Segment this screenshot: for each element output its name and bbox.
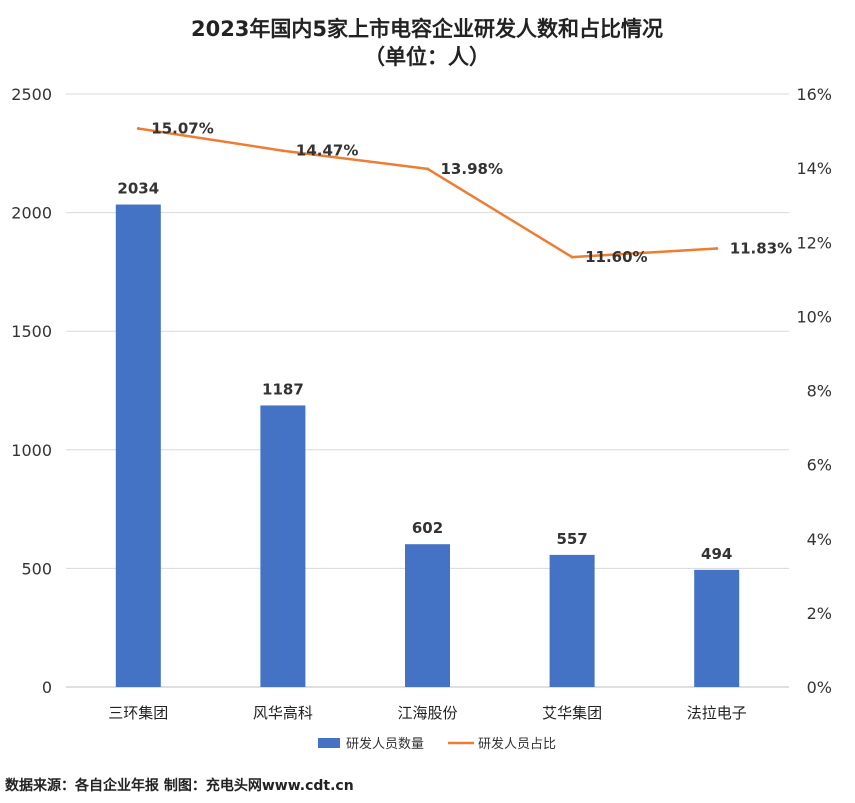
bar bbox=[260, 405, 306, 687]
right-axis-ticks: 0% 2% 4% 6% 8% 10% 12% 14% 16% bbox=[796, 85, 832, 697]
category-label: 风华高科 bbox=[253, 704, 313, 722]
category-label: 艾华集团 bbox=[542, 704, 602, 722]
right-tick-label: 10% bbox=[796, 307, 832, 326]
line-point bbox=[426, 167, 429, 171]
left-tick-label: 0 bbox=[42, 678, 52, 697]
left-tick-label: 500 bbox=[21, 559, 52, 578]
line-value-label: 11.83% bbox=[730, 240, 792, 258]
line-point bbox=[281, 149, 285, 153]
legend-label-line: 研发人员占比 bbox=[478, 736, 556, 752]
right-tick-label: 14% bbox=[796, 159, 832, 178]
bar bbox=[694, 569, 740, 687]
line-series: 15.07% 14.47% 13.98% 11.60% 11.83% bbox=[136, 119, 792, 266]
legend-swatch-bar bbox=[318, 738, 340, 748]
bar-value-label: 2034 bbox=[117, 180, 159, 198]
left-axis-ticks: 0 500 1000 1500 2000 2500 bbox=[11, 85, 52, 697]
line-value-label: 14.47% bbox=[296, 142, 358, 160]
line-path bbox=[138, 127, 717, 259]
legend: 研发人员数量 研发人员占比 bbox=[318, 736, 556, 752]
left-tick-label: 1500 bbox=[11, 322, 52, 341]
chart-subtitle: （单位：人） bbox=[364, 45, 490, 69]
line-value-label: 11.60% bbox=[585, 248, 647, 266]
left-tick-label: 2000 bbox=[11, 204, 52, 223]
bar bbox=[115, 204, 161, 687]
line-value-label: 15.07% bbox=[151, 119, 213, 137]
source-note: 数据来源：各自企业年报 制图：充电头网www.cdt.cn bbox=[5, 777, 354, 794]
bar bbox=[405, 544, 450, 687]
bar-value-label: 1187 bbox=[262, 380, 304, 398]
line-value-label: 13.98% bbox=[441, 160, 503, 178]
bar-value-label: 602 bbox=[412, 519, 443, 537]
left-tick-label: 2500 bbox=[11, 85, 52, 104]
category-label: 法拉电子 bbox=[687, 704, 747, 722]
legend-label-bar: 研发人员数量 bbox=[346, 736, 424, 752]
category-label: 江海股份 bbox=[397, 704, 457, 722]
right-tick-label: 6% bbox=[807, 456, 832, 475]
category-labels: 三环集团 风华高科 江海股份 艾华集团 法拉电子 bbox=[108, 704, 746, 722]
bar-series: 2034 1187 602 557 494 bbox=[115, 180, 740, 687]
bar-value-label: 557 bbox=[556, 530, 587, 548]
line-point bbox=[136, 126, 140, 130]
right-tick-label: 0% bbox=[807, 678, 832, 697]
right-tick-label: 16% bbox=[796, 85, 832, 104]
bar-value-label: 494 bbox=[701, 545, 732, 563]
category-label: 三环集团 bbox=[108, 704, 168, 722]
left-tick-label: 1000 bbox=[11, 441, 52, 460]
right-tick-label: 8% bbox=[807, 382, 832, 401]
right-tick-label: 4% bbox=[807, 530, 832, 549]
line-point bbox=[715, 247, 719, 251]
right-tick-label: 12% bbox=[796, 233, 832, 252]
line-point bbox=[570, 255, 574, 259]
right-tick-label: 2% bbox=[807, 604, 832, 623]
chart-title: 2023年国内5家上市电容企业研发人数和占比情况 bbox=[191, 17, 663, 41]
bar bbox=[549, 554, 595, 687]
gridlines bbox=[66, 93, 789, 688]
